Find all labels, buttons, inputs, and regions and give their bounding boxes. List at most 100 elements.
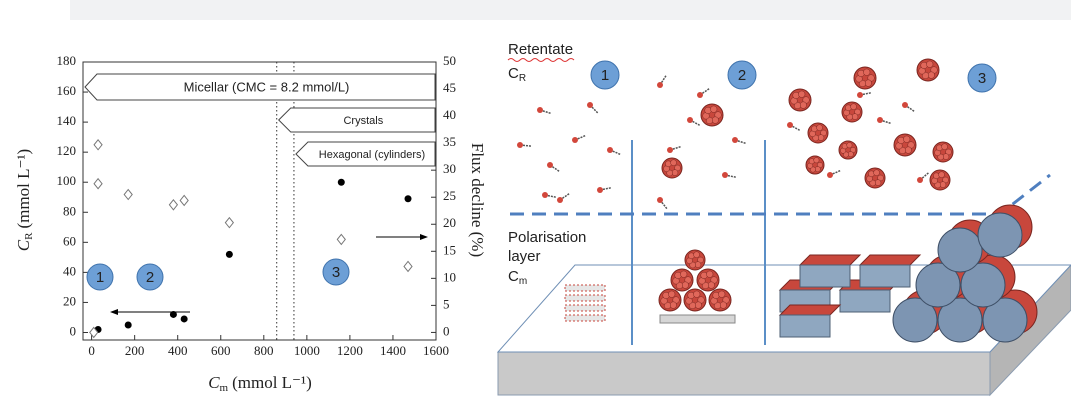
y-tick-label: 140 [57, 113, 77, 128]
micelle [662, 158, 682, 178]
micelle [697, 269, 719, 291]
micelle [808, 123, 828, 143]
y-tick-label: 0 [70, 323, 77, 338]
head [718, 291, 725, 298]
x-tick-label: 800 [254, 343, 274, 358]
head [851, 104, 857, 110]
data-point [225, 218, 233, 228]
head [710, 106, 717, 113]
layer-label: layer [508, 248, 541, 265]
surfactant-head [537, 107, 543, 113]
x-axis-label: Cm(mmol L⁻¹) [208, 373, 312, 394]
y-tick-label: 80 [63, 203, 76, 218]
x-tick-label: 200 [125, 343, 145, 358]
cr-label: CR [508, 65, 526, 84]
y2-tick-label: 30 [443, 161, 456, 176]
hexagonal-slab-face [800, 265, 850, 287]
y-axis-label: CR(mmol L⁻¹) [14, 149, 35, 251]
y2-tick-label: 25 [443, 188, 456, 203]
cylinder-end [978, 213, 1022, 257]
hexagonal-slab [860, 255, 920, 265]
hexagonal-slab-face [840, 290, 890, 312]
y-tick-label: 20 [63, 293, 76, 308]
stage-label: 2 [738, 67, 746, 84]
stage-label: 1 [601, 67, 609, 84]
surfactant-head [722, 172, 728, 178]
head [798, 91, 805, 98]
data-point [180, 195, 188, 205]
y2-tick-label: 0 [443, 323, 450, 338]
hexagonal-slab-face [780, 315, 830, 337]
data-point [124, 190, 132, 200]
head [680, 271, 687, 278]
hexagonal-slab-face [860, 265, 910, 287]
lamella [565, 285, 605, 291]
data-point [94, 140, 102, 150]
x-symbol: C [208, 373, 220, 392]
lamella [565, 295, 605, 301]
arrowhead [110, 309, 118, 315]
head [706, 271, 713, 278]
micelle [671, 269, 693, 291]
head [863, 69, 870, 76]
arrowhead [420, 234, 428, 240]
polarisation-label: Polarisation [508, 229, 586, 246]
x-tick-label: 0 [88, 343, 95, 358]
y2-tick-label: 15 [443, 242, 456, 257]
micelle [685, 250, 705, 270]
surfactant-head [547, 162, 553, 168]
spell-underline [508, 59, 574, 62]
surfactant-head [597, 187, 603, 193]
micelle [789, 89, 811, 111]
x-tick-label: 400 [168, 343, 188, 358]
figure: CR(mmol L⁻¹) Cm(mmol L⁻¹) Flux decline (… [0, 0, 1071, 413]
y2-tick-label: 35 [443, 134, 456, 149]
surfactant-head [697, 92, 703, 98]
x-sub: m [220, 382, 229, 394]
surfactant-head [572, 137, 578, 143]
cr-sub: R [519, 73, 526, 84]
y2-tick-label: 40 [443, 107, 456, 122]
cm-symbol: C [508, 268, 519, 285]
hexagonal-slab [780, 305, 840, 315]
stage-label: 2 [146, 269, 154, 286]
y2-axis-label: Flux decline (%) [468, 143, 487, 257]
y-sub: R [23, 232, 35, 240]
cm-label: Cm [508, 268, 527, 287]
plot-frame [83, 62, 436, 340]
data-point [125, 321, 132, 328]
platform-front [498, 352, 990, 395]
y-tick-label: 60 [63, 233, 76, 248]
region-label: Crystals [343, 115, 383, 127]
head [668, 291, 675, 298]
micelle [839, 141, 857, 159]
head [694, 252, 700, 258]
retentate-label: Retentate [508, 41, 573, 58]
cylinder-end [938, 228, 982, 272]
surfactant-head [787, 122, 793, 128]
data-point [405, 195, 412, 202]
y-tick-label: 100 [57, 173, 77, 188]
micelle [894, 134, 916, 156]
micelle [806, 156, 824, 174]
cr-symbol: C [508, 65, 519, 82]
stage-label: 1 [96, 269, 104, 286]
y-tick-label: 40 [63, 263, 76, 278]
y2-tick-label: 5 [443, 296, 450, 311]
bilayer [660, 315, 735, 323]
data-point [94, 179, 102, 189]
micelle [930, 170, 950, 190]
head [847, 143, 852, 148]
micelle [865, 168, 885, 188]
lamella [565, 315, 605, 321]
micelle [854, 67, 876, 89]
data-point [181, 315, 188, 322]
region-label: Hexagonal (cylinders) [319, 149, 425, 161]
y2-tick-label: 50 [443, 53, 456, 68]
x-tick-label: 600 [211, 343, 231, 358]
micelle [917, 59, 939, 81]
data-point [169, 200, 177, 210]
y2-tick-label: 20 [443, 215, 456, 230]
y-unit: (mmol L⁻¹) [14, 149, 33, 229]
y2-tick-label: 10 [443, 269, 456, 284]
